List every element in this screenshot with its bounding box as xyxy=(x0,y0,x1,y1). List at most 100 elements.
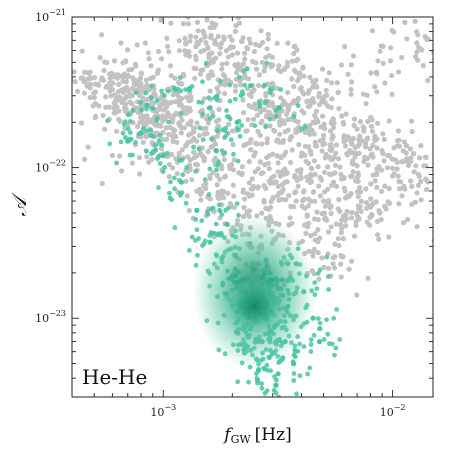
data-point-green xyxy=(326,287,331,292)
data-point-grey xyxy=(387,58,394,64)
data-point-grey xyxy=(170,134,176,140)
data-point-grey xyxy=(368,123,375,129)
data-point-grey xyxy=(348,62,354,68)
data-point-grey xyxy=(207,25,213,31)
data-point-grey xyxy=(411,169,417,175)
data-point-grey xyxy=(257,132,263,138)
data-point-grey xyxy=(339,113,345,119)
data-point-grey xyxy=(270,194,276,201)
data-point-grey xyxy=(369,28,375,34)
data-point-green xyxy=(308,349,314,354)
data-point-grey xyxy=(342,217,348,223)
data-point-green xyxy=(125,126,131,132)
data-point-grey xyxy=(379,167,385,173)
data-point-grey xyxy=(188,33,194,39)
data-point-green xyxy=(161,92,167,98)
data-point-grey xyxy=(262,64,268,70)
data-point-grey xyxy=(436,153,441,158)
data-point-grey xyxy=(330,132,336,138)
data-point-green xyxy=(315,270,321,276)
data-point-grey xyxy=(255,185,261,191)
data-point-grey xyxy=(237,78,243,84)
data-point-grey xyxy=(404,36,410,42)
data-point-green xyxy=(331,315,337,321)
data-point-grey xyxy=(92,115,98,121)
data-point-green xyxy=(214,167,219,173)
data-point-grey xyxy=(111,110,117,116)
data-point-grey xyxy=(436,207,441,212)
data-point-green xyxy=(308,337,314,343)
data-point-grey xyxy=(203,125,209,132)
data-point-grey xyxy=(200,28,206,34)
data-point-grey xyxy=(209,50,215,56)
data-point-grey xyxy=(311,216,318,222)
data-point-grey xyxy=(136,155,143,161)
data-point-grey xyxy=(116,81,122,87)
data-point-green xyxy=(177,157,182,163)
data-point-grey xyxy=(349,173,355,179)
y-tick-label: 10−22 xyxy=(35,159,66,175)
data-point-grey xyxy=(316,183,322,189)
data-point-grey xyxy=(133,63,139,69)
data-point-grey xyxy=(145,50,151,56)
data-point-grey xyxy=(264,140,270,146)
data-point-grey xyxy=(399,54,405,61)
data-point-green xyxy=(178,110,184,116)
data-point-grey xyxy=(231,157,237,163)
data-point-grey xyxy=(413,54,419,60)
data-point-grey xyxy=(201,158,207,164)
data-point-grey xyxy=(253,140,259,146)
data-point-grey xyxy=(386,186,392,192)
data-point-grey xyxy=(365,118,371,125)
data-point-grey xyxy=(349,141,355,147)
data-point-green xyxy=(291,114,297,119)
data-point-grey xyxy=(215,189,221,195)
data-point-green xyxy=(206,192,212,197)
data-point-green xyxy=(143,90,149,96)
data-point-grey xyxy=(258,171,264,177)
data-point-grey xyxy=(265,36,271,42)
data-point-grey xyxy=(350,169,356,175)
data-point-green xyxy=(232,96,238,102)
data-point-grey xyxy=(222,91,228,97)
data-point-green xyxy=(210,205,216,211)
data-point-grey xyxy=(321,210,328,216)
data-point-grey xyxy=(307,74,313,80)
data-point-green xyxy=(234,201,240,207)
data-point-green xyxy=(193,169,199,174)
data-point-grey xyxy=(329,136,335,142)
data-point-grey xyxy=(308,171,314,178)
data-point-grey xyxy=(384,165,391,171)
data-point-grey xyxy=(157,102,163,108)
data-point-grey xyxy=(343,223,349,229)
data-point-grey xyxy=(326,70,332,76)
data-point-green xyxy=(307,365,313,371)
plot-area xyxy=(72,17,441,397)
data-point-grey xyxy=(235,17,242,21)
data-point-grey xyxy=(289,147,295,153)
data-point-grey xyxy=(87,85,93,91)
data-point-green xyxy=(295,103,301,109)
data-point-grey xyxy=(109,152,115,159)
data-point-grey xyxy=(197,186,203,192)
data-point-green xyxy=(236,118,242,124)
data-point-grey xyxy=(205,120,212,126)
data-point-grey xyxy=(396,143,403,149)
data-point-green xyxy=(220,127,225,133)
data-point-grey xyxy=(322,126,328,132)
data-point-green xyxy=(195,252,200,258)
data-point-grey xyxy=(194,153,200,159)
data-point-grey xyxy=(387,200,393,206)
data-point-green xyxy=(194,207,200,213)
data-point-green xyxy=(317,326,323,331)
data-point-grey xyxy=(251,116,257,122)
data-point-grey xyxy=(372,84,378,90)
data-point-grey xyxy=(219,40,225,46)
data-point-grey xyxy=(102,59,108,65)
data-point-grey xyxy=(242,56,248,62)
data-point-grey xyxy=(365,275,371,281)
data-point-grey xyxy=(312,171,318,177)
data-point-grey xyxy=(208,35,214,41)
data-point-green xyxy=(264,388,270,394)
data-point-grey xyxy=(309,127,315,133)
